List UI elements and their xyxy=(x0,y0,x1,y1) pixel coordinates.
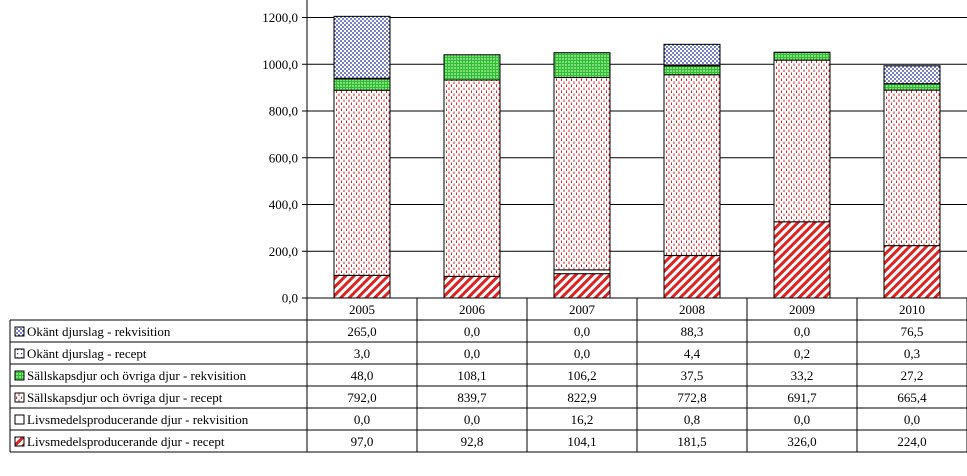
bar-segment-2007-1 xyxy=(553,273,611,299)
y-axis: 0,0 200,0 400,0 600,0 800,0 1000,0 1200,0 xyxy=(262,0,308,306)
data-label: 106,2 xyxy=(567,368,596,383)
y-tick-label: 400,0 xyxy=(269,197,298,212)
data-label: 0,0 xyxy=(794,412,810,427)
bar-segment-2005-6 xyxy=(333,15,391,79)
data-label: 16,2 xyxy=(571,412,594,427)
bar-segment-2006-4 xyxy=(443,54,501,81)
bar-segment-2007-2 xyxy=(553,269,611,275)
bar-segment-2009-4 xyxy=(773,51,831,61)
bar-segment-2009-3 xyxy=(773,59,831,223)
data-label: 691,7 xyxy=(787,390,817,405)
bars xyxy=(333,15,941,299)
data-label: 0,0 xyxy=(354,412,370,427)
data-label: 0,3 xyxy=(904,346,920,361)
data-label: 0,0 xyxy=(904,412,920,427)
data-label: 97,0 xyxy=(351,434,374,449)
data-label: 839,7 xyxy=(457,390,487,405)
data-table: 2005 2006 2007 2008 2009 2010 Okänt djurslag -… xyxy=(9,297,967,453)
x-tick-label: 2008 xyxy=(679,302,705,317)
bar-segment-2005-4 xyxy=(333,78,391,91)
legend-key xyxy=(14,392,25,403)
y-tick-label: 200,0 xyxy=(269,244,298,259)
data-label: 822,9 xyxy=(567,390,596,405)
x-tick-label: 2005 xyxy=(349,302,375,317)
data-label: 326,0 xyxy=(787,434,816,449)
data-label: 0,0 xyxy=(794,324,810,339)
bar-segment-2010-3 xyxy=(883,89,941,247)
y-tick-label: 1200,0 xyxy=(262,10,298,25)
data-label: 92,8 xyxy=(461,434,484,449)
y-tick-label: 600,0 xyxy=(269,150,298,165)
y-tick-label: 800,0 xyxy=(269,104,298,119)
bar-segment-2007-4 xyxy=(553,52,611,79)
data-label: 88,3 xyxy=(681,324,704,339)
data-label: 4,4 xyxy=(684,346,701,361)
data-label: 0,2 xyxy=(794,346,810,361)
legend-key xyxy=(14,414,25,425)
data-label: 792,0 xyxy=(347,390,376,405)
bar-segment-2009-1 xyxy=(773,221,831,299)
bar-segment-2005-1 xyxy=(333,274,391,299)
y-tick-label: 1000,0 xyxy=(262,57,298,72)
x-tick-label: 2009 xyxy=(789,302,815,317)
data-label: 772,8 xyxy=(677,390,706,405)
bar-segment-2007-3 xyxy=(553,77,611,271)
x-tick-label: 2007 xyxy=(569,302,596,317)
legend-label: Sällskapsdjur och övriga djur - rekvisit… xyxy=(27,368,247,383)
data-label: 108,1 xyxy=(457,368,486,383)
data-label: 33,2 xyxy=(791,368,814,383)
data-label: 665,4 xyxy=(897,390,927,405)
data-label: 0,0 xyxy=(574,346,590,361)
bar-segment-2008-6 xyxy=(663,43,721,66)
data-label: 265,0 xyxy=(347,324,376,339)
bar-segment-2010-6 xyxy=(883,65,941,85)
data-label: 0,0 xyxy=(464,324,480,339)
data-label: 27,2 xyxy=(901,368,924,383)
bar-segment-2006-1 xyxy=(443,275,501,299)
y-tick-label: 0,0 xyxy=(282,291,298,306)
data-label: 181,5 xyxy=(677,434,706,449)
x-tick-label: 2010 xyxy=(899,302,925,317)
x-tick-label: 2006 xyxy=(459,302,486,317)
bar-segment-2008-4 xyxy=(663,65,721,76)
legend-label: Okänt djurslag - recept xyxy=(27,346,147,361)
legend-key xyxy=(14,370,25,381)
data-label: 0,0 xyxy=(464,412,480,427)
legend-key xyxy=(14,326,25,337)
data-label: 48,0 xyxy=(351,368,374,383)
bar-segment-2008-3 xyxy=(663,74,721,256)
legend-label: Livsmedelsproducerande djur - rekvisitio… xyxy=(27,412,249,427)
legend-key xyxy=(14,348,25,359)
data-label: 224,0 xyxy=(897,434,926,449)
data-label: 3,0 xyxy=(354,346,370,361)
legend-label: Sällskapsdjur och övriga djur - recept xyxy=(27,390,223,405)
legend-label: Livsmedelsproducerande djur - recept xyxy=(27,434,225,449)
data-label: 76,5 xyxy=(901,324,924,339)
bar-segment-2005-3 xyxy=(333,89,391,276)
legend-label: Okänt djurslag - rekvisition xyxy=(27,324,171,339)
bar-segment-2008-1 xyxy=(663,255,721,299)
bar-segment-2010-1 xyxy=(883,245,941,299)
data-label: 0,0 xyxy=(464,346,480,361)
bar-segment-2006-3 xyxy=(443,79,501,277)
legend-key xyxy=(14,436,25,447)
data-label: 0,0 xyxy=(574,324,590,339)
data-label: 0,8 xyxy=(684,412,700,427)
bar-segment-2010-4 xyxy=(883,83,941,91)
data-label: 37,5 xyxy=(681,368,704,383)
data-label: 104,1 xyxy=(567,434,596,449)
gridlines xyxy=(307,17,967,299)
